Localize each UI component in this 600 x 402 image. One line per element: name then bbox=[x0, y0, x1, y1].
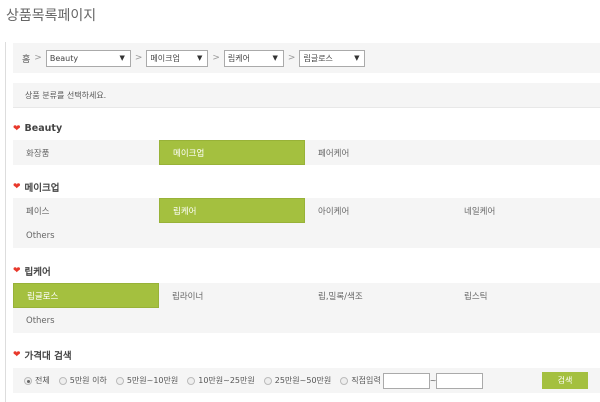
dropdown-arrow-icon: ▼ bbox=[119, 54, 125, 62]
price-option[interactable]: 전체 bbox=[24, 375, 50, 386]
price-option[interactable]: 직접입력 bbox=[340, 375, 381, 386]
chevron-down-icon: ❤ bbox=[13, 350, 21, 360]
category-item[interactable]: Others bbox=[26, 315, 55, 326]
home-link[interactable]: 홈 bbox=[22, 54, 31, 65]
category-item[interactable]: 페이스 bbox=[26, 206, 50, 217]
separator: > bbox=[34, 53, 42, 63]
dropdown-arrow-icon: ▼ bbox=[354, 54, 360, 62]
price-option[interactable]: 5만원 이하 bbox=[58, 375, 107, 386]
radio[interactable] bbox=[24, 376, 32, 385]
category-select-4[interactable]: 립글로스 ▼ bbox=[299, 49, 366, 67]
select-value: 립글로스 bbox=[303, 53, 333, 63]
dropdown-arrow-icon: ▼ bbox=[272, 54, 278, 62]
select-value: 립케어 bbox=[227, 53, 251, 63]
category-item[interactable]: 아이케어 bbox=[318, 206, 350, 217]
section-header: ❤ Beauty bbox=[13, 123, 62, 134]
separator: > bbox=[287, 53, 296, 63]
category-item[interactable]: 메이크업 bbox=[159, 140, 305, 165]
price-option[interactable]: 25만원~50만원 bbox=[263, 375, 332, 386]
category-item[interactable]: 화장품 bbox=[26, 148, 50, 159]
category-item[interactable]: 립글로스 bbox=[13, 283, 159, 308]
category-select-3[interactable]: 립케어 ▼ bbox=[223, 49, 284, 67]
chevron-down-icon: ❤ bbox=[13, 123, 21, 134]
category-select-1[interactable]: Beauty ▼ bbox=[45, 49, 131, 67]
divider bbox=[5, 42, 6, 402]
category-item[interactable]: 네일케어 bbox=[464, 206, 496, 217]
select-value: Beauty bbox=[49, 53, 79, 63]
section-header: ❤ 립케어 bbox=[13, 264, 51, 278]
search-button[interactable]: 검색 bbox=[542, 372, 588, 389]
category-select-2[interactable]: 메이크업 ▼ bbox=[146, 49, 209, 67]
chevron-down-icon: ❤ bbox=[13, 266, 21, 276]
select-value: 메이크업 bbox=[150, 53, 180, 63]
option-label: 10만원~25만원 bbox=[198, 376, 255, 385]
category-item[interactable]: Others bbox=[26, 230, 55, 241]
dropdown-arrow-icon: ▼ bbox=[196, 54, 203, 62]
breadcrumb: 홈 > Beauty ▼ > 메이크업 ▼ > 립케어 ▼ > 립글로스 ▼ bbox=[13, 43, 600, 73]
radio[interactable] bbox=[115, 376, 124, 385]
category-item[interactable]: 페어케어 bbox=[318, 148, 350, 159]
radio[interactable] bbox=[187, 376, 196, 385]
section-title: 립케어 bbox=[24, 267, 51, 278]
radio[interactable] bbox=[263, 376, 272, 385]
option-label: 전체 bbox=[35, 376, 50, 385]
min-price-input[interactable] bbox=[382, 372, 430, 389]
section-title: Beauty bbox=[24, 123, 63, 134]
price-filter: 전체 5만원 이하 5만원~10만원 10만원~25만원 25만원~50만원 직… bbox=[13, 368, 600, 393]
price-option[interactable]: 5만원~10만원 bbox=[115, 375, 179, 386]
category-grid: 립글로스 립라이너 립,밀록/색조 립스틱 Others bbox=[13, 283, 600, 333]
radio[interactable] bbox=[58, 376, 67, 385]
page-title: 상품목록페이지 bbox=[6, 8, 97, 24]
option-label: 25만원~50만원 bbox=[274, 376, 332, 385]
range-separator: ~ bbox=[429, 376, 437, 385]
option-label: 5만원~10만원 bbox=[126, 376, 179, 385]
option-label: 5만원 이하 bbox=[69, 376, 107, 385]
section-title: 가격대 검색 bbox=[24, 351, 72, 362]
price-option[interactable]: 10만원~25만원 bbox=[187, 375, 255, 386]
section-header: ❤ 메이크업 bbox=[13, 180, 60, 194]
category-item[interactable]: 립,밀록/색조 bbox=[318, 291, 363, 302]
section-header: ❤ 가격대 검색 bbox=[13, 348, 72, 362]
radio[interactable] bbox=[340, 376, 349, 385]
category-grid: 화장품 메이크업 페어케어 bbox=[13, 140, 600, 165]
category-grid: 페이스 립케어 아이케어 네일케어 Others bbox=[13, 198, 600, 248]
category-item[interactable]: 립스틱 bbox=[464, 291, 488, 302]
section-title: 메이크업 bbox=[24, 183, 60, 194]
separator: > bbox=[212, 53, 220, 63]
separator: > bbox=[134, 53, 143, 63]
chevron-down-icon: ❤ bbox=[13, 182, 21, 192]
option-label: 직접입력 bbox=[351, 376, 381, 385]
category-item[interactable]: 립라이너 bbox=[172, 291, 204, 302]
max-price-input[interactable] bbox=[436, 372, 484, 389]
category-item[interactable]: 립케어 bbox=[159, 198, 305, 223]
instruction-message: 상품 분류를 선택하세요. bbox=[13, 83, 600, 108]
